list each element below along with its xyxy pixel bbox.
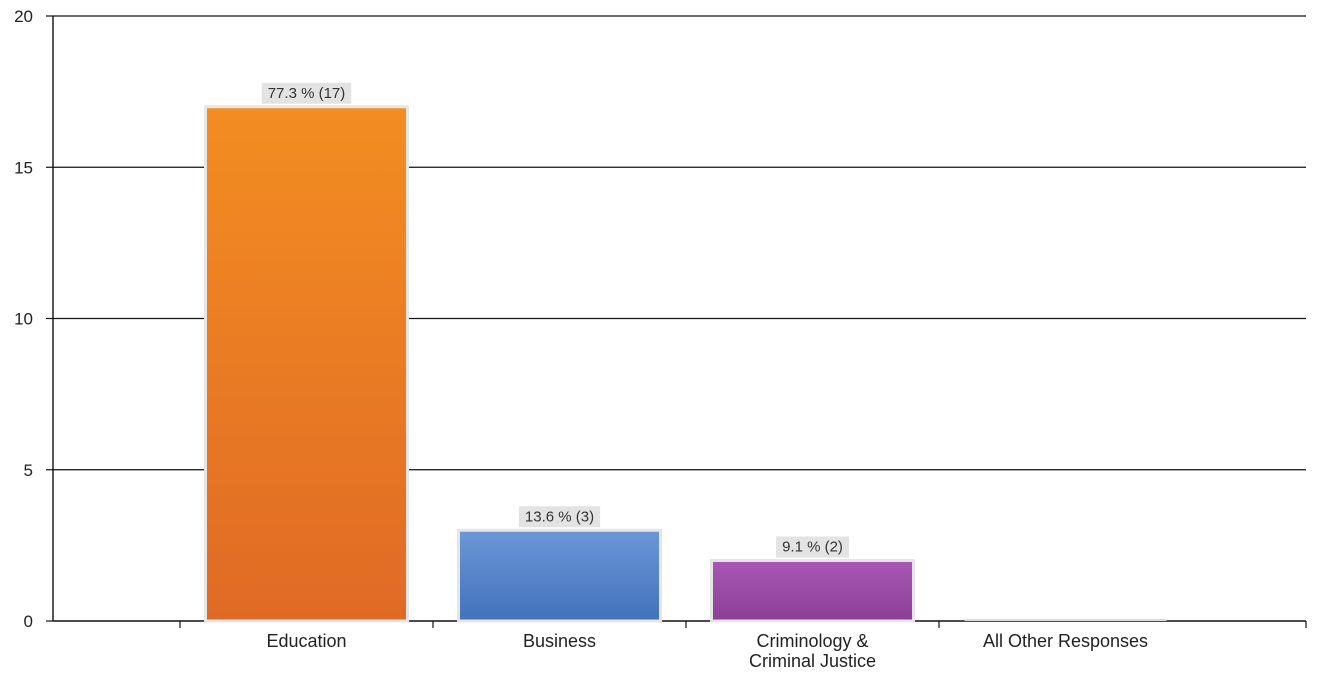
y-tick-label: 0 [24,612,33,631]
data-label-bg [261,82,352,104]
data-label-text: 9.1 % (2) [782,539,843,556]
category-label: Business [523,631,596,651]
y-tick-label: 10 [14,310,33,329]
data-label: 13.6 % (3) [518,506,601,528]
data-label-text: 13.6 % (3) [525,508,594,525]
bar-education[interactable] [204,105,409,623]
bar-business[interactable] [457,528,662,623]
data-label: 9.1 % (2) [776,536,849,558]
category-labels: Education Business Criminology &Criminal J… [266,631,1148,671]
data-label-bg [518,506,601,528]
category-label: All Other Responses [983,631,1148,651]
category-label: Criminal Justice [749,651,876,671]
bars [204,105,1167,623]
y-tick-label: 20 [14,7,33,26]
data-label-text: 77.3 % (17) [268,85,346,102]
y-tick-label: 15 [14,158,33,177]
y-tick-label: 5 [24,461,33,480]
data-labels: 77.3 % (17) 13.6 % (3) 9.1 % (2) [261,82,849,558]
category-label: Education [266,631,346,651]
data-label-bg [776,536,849,558]
bar-criminology-criminal-justice[interactable] [710,559,915,623]
category-label: Criminology & [756,631,868,651]
data-label: 77.3 % (17) [261,82,352,104]
